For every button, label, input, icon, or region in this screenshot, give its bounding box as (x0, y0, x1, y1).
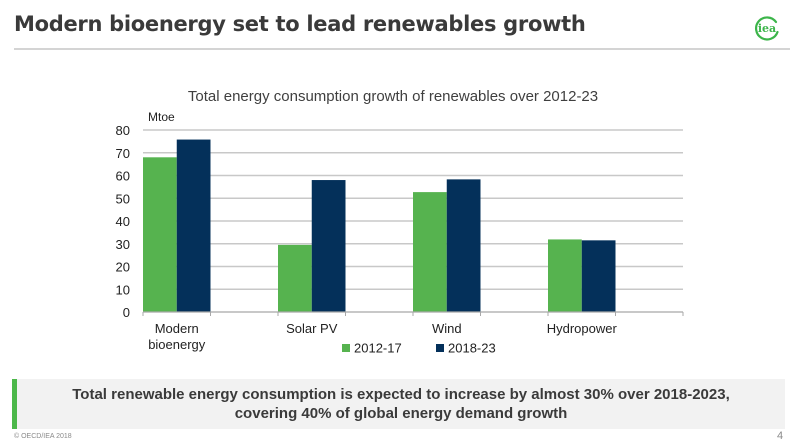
callout-text: Total renewable energy consumption is ex… (17, 385, 785, 423)
slide-title: Modern bioenergy set to lead renewables … (14, 12, 586, 36)
y-tick-label: 40 (116, 214, 130, 229)
bar-2018-23 (581, 240, 616, 312)
bar-2012-17 (548, 239, 582, 312)
bar-chart: Total energy consumption growth of renew… (116, 88, 684, 356)
title-divider (14, 48, 790, 50)
key-message-callout: Total renewable energy consumption is ex… (12, 379, 785, 429)
y-tick-labels: 0 10 20 30 40 50 60 70 80 (116, 123, 130, 320)
y-tick-label: 80 (116, 123, 130, 138)
logo-text: iea (757, 22, 777, 35)
y-tick-label: 50 (116, 191, 130, 206)
page-number: 4 (777, 430, 784, 442)
x-tick-label: Wind (432, 321, 462, 336)
y-tick-label: 60 (116, 169, 130, 184)
x-axis (142, 311, 684, 316)
chart-title: Total energy consumption growth of renew… (188, 88, 598, 105)
copyright: © OECD/IEA 2018 (14, 433, 72, 440)
iea-logo: iea (754, 16, 780, 42)
y-tick-label: 20 (116, 260, 130, 275)
callout-line-2: covering 40% of global energy demand gro… (234, 405, 568, 422)
bar-2018-23 (311, 180, 346, 312)
bar-2012-17 (143, 157, 177, 312)
x-tick-label: Solar PV (286, 321, 338, 336)
y-tick-label: 0 (123, 305, 130, 320)
logo-ring-icon (755, 16, 779, 41)
legend-label: 2018-23 (448, 341, 496, 356)
x-tick-label: Hydropower (547, 321, 618, 336)
bar-2018-23 (446, 179, 481, 312)
callout-line-1: Total renewable energy consumption is ex… (72, 386, 730, 403)
bars (143, 139, 616, 312)
chart: Total energy consumption growth of renew… (116, 88, 684, 356)
y-tick-label: 70 (116, 146, 130, 161)
legend-swatch (342, 344, 350, 352)
y-tick-label: 30 (116, 237, 130, 252)
callout-accent-bar (12, 379, 17, 429)
x-tick-labels: Modern bioenergy Solar PV Wind Hydropower (148, 321, 617, 352)
bar-2012-17 (278, 244, 312, 312)
legend: 2012-17 2018-23 (342, 341, 496, 356)
bar-2012-17 (413, 192, 447, 312)
y-axis-unit-label: Mtoe (148, 110, 175, 124)
bar-2018-23 (176, 139, 211, 312)
legend-label: 2012-17 (354, 341, 402, 356)
x-tick-label: Modern bioenergy (148, 321, 206, 352)
legend-swatch (436, 344, 444, 352)
y-tick-label: 10 (116, 282, 130, 297)
